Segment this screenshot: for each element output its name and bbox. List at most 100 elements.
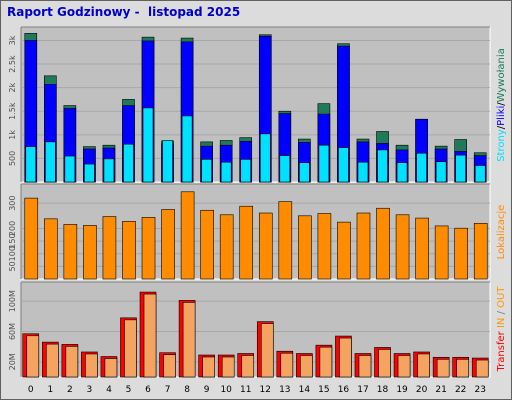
bot-tick-label: 100M xyxy=(8,290,17,312)
mid-tick-label: 200 xyxy=(8,221,17,236)
bar-pages-3 xyxy=(84,163,95,183)
bar-pages-5 xyxy=(123,143,134,183)
top-tick-label: 500 xyxy=(8,151,17,166)
bar-pages-7 xyxy=(162,140,173,183)
legend-top-part: Pliki xyxy=(496,106,507,126)
top-tick-label: 2k xyxy=(8,82,17,92)
bar-visits-22 xyxy=(454,227,468,280)
chart-panel-3 xyxy=(20,281,491,378)
legend-bottom: Transfer IN / OUT xyxy=(496,286,507,373)
legend-bottom-part: Transfer xyxy=(496,330,507,372)
bar-visits-14 xyxy=(298,215,312,280)
bar-pages-23 xyxy=(474,165,486,183)
mid-tick-label: 150 xyxy=(8,233,17,248)
bar-transfer-in-23 xyxy=(475,359,489,378)
bar-transfer-in-11 xyxy=(241,355,255,378)
hour-label-15: 15 xyxy=(318,385,329,395)
bar-transfer-in-13 xyxy=(280,352,294,378)
bar-transfer-in-1 xyxy=(46,343,59,378)
legend-top-part: Strony xyxy=(496,129,507,162)
hour-label-12: 12 xyxy=(260,385,271,395)
bar-visits-1 xyxy=(44,218,58,280)
hour-label-21: 21 xyxy=(435,385,446,395)
legend-bottom-part: / xyxy=(496,308,507,318)
top-tick-label: 1.5k xyxy=(8,102,17,120)
hour-label-3: 3 xyxy=(87,385,93,395)
bar-visits-0 xyxy=(24,197,39,280)
bar-visits-8 xyxy=(180,191,195,280)
bar-visits-11 xyxy=(239,205,254,280)
hour-label-19: 19 xyxy=(396,385,408,395)
bar-transfer-in-0 xyxy=(26,335,40,378)
bar-transfer-in-4 xyxy=(104,358,118,378)
bar-transfer-in-15 xyxy=(319,346,333,378)
bar-transfer-in-16 xyxy=(339,337,352,378)
bar-transfer-in-18 xyxy=(378,349,391,378)
bar-visits-12 xyxy=(258,212,273,280)
hour-label-14: 14 xyxy=(299,385,311,395)
bar-pages-21 xyxy=(435,161,447,183)
bot-tick-label: 20M xyxy=(8,353,17,370)
bar-transfer-in-22 xyxy=(456,358,469,378)
hour-label-11: 11 xyxy=(240,385,251,395)
bar-transfer-in-8 xyxy=(182,302,196,378)
bar-pages-13 xyxy=(279,155,291,183)
bar-pages-6 xyxy=(142,107,154,183)
bar-transfer-in-3 xyxy=(85,353,98,378)
bar-pages-16 xyxy=(338,147,349,183)
hour-label-16: 16 xyxy=(338,385,350,395)
bar-pages-20 xyxy=(416,152,427,183)
bar-pages-14 xyxy=(299,162,310,183)
bar-visits-4 xyxy=(102,216,117,280)
bar-transfer-in-20 xyxy=(417,353,430,378)
legend-top-part: / xyxy=(496,125,507,129)
bar-visits-20 xyxy=(415,217,429,280)
page-title: Raport Godzinowy - listopad 2025 xyxy=(7,5,241,19)
legend-mid: Lokalizacje xyxy=(496,205,507,260)
bar-transfer-in-10 xyxy=(221,356,235,378)
bar-pages-12 xyxy=(259,133,271,183)
bar-transfer-in-7 xyxy=(163,354,176,378)
bar-pages-11 xyxy=(240,159,252,183)
bar-transfer-in-19 xyxy=(397,355,411,378)
hour-label-4: 4 xyxy=(106,385,112,395)
bar-pages-19 xyxy=(396,162,408,183)
bar-pages-8 xyxy=(181,115,193,183)
hour-label-6: 6 xyxy=(145,385,151,395)
hour-label-13: 13 xyxy=(279,385,290,395)
bar-pages-9 xyxy=(201,159,212,183)
bar-visits-15 xyxy=(317,213,332,280)
bar-visits-9 xyxy=(200,209,214,280)
bar-visits-23 xyxy=(473,223,488,280)
bar-visits-17 xyxy=(356,212,371,280)
legend-bottom-part: OUT xyxy=(496,286,507,308)
hour-label-23: 23 xyxy=(475,385,486,395)
bar-pages-4 xyxy=(103,158,115,183)
bar-pages-15 xyxy=(318,144,330,183)
bar-visits-2 xyxy=(63,224,78,280)
top-tick-label: 1k xyxy=(8,130,17,140)
bar-pages-18 xyxy=(377,149,388,183)
chart-panel-1 xyxy=(20,26,491,183)
bar-pages-0 xyxy=(25,146,37,183)
bar-pages-17 xyxy=(357,161,369,183)
hour-label-7: 7 xyxy=(165,385,171,395)
bar-visits-5 xyxy=(122,221,136,280)
hour-label-20: 20 xyxy=(416,385,428,395)
bar-pages-10 xyxy=(220,161,232,183)
hour-label-5: 5 xyxy=(126,385,132,395)
legend-top-part: Wywołania xyxy=(496,48,507,102)
bar-transfer-in-21 xyxy=(436,358,450,378)
chart-panel-2 xyxy=(20,183,491,280)
bar-visits-19 xyxy=(395,214,410,280)
bar-pages-1 xyxy=(45,141,56,183)
bar-pages-2 xyxy=(64,155,76,183)
bar-visits-18 xyxy=(376,207,390,280)
hour-label-9: 9 xyxy=(204,385,210,395)
bar-pages-22 xyxy=(455,154,466,183)
bar-visits-13 xyxy=(278,201,293,280)
legend-bottom-part: IN xyxy=(496,318,507,328)
legend-top-part: / xyxy=(496,102,507,106)
